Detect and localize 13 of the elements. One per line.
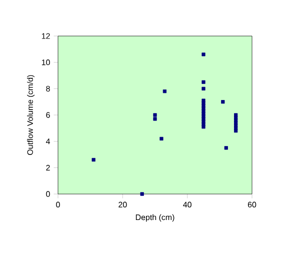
- point: [202, 80, 206, 84]
- point: [224, 146, 228, 150]
- point: [221, 100, 225, 104]
- point: [153, 117, 157, 121]
- point: [153, 113, 157, 117]
- point: [162, 90, 166, 94]
- point: [234, 129, 238, 133]
- point: [92, 158, 96, 162]
- point: [160, 136, 164, 140]
- point: [202, 86, 206, 90]
- point: [202, 125, 206, 129]
- point: [202, 52, 206, 56]
- point: [140, 192, 144, 196]
